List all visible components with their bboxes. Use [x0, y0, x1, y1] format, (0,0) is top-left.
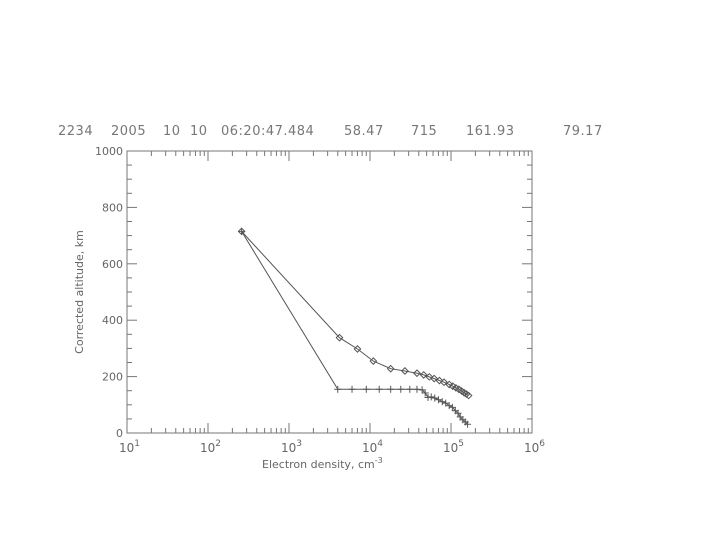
- series-2-point: [413, 385, 421, 393]
- y-axis-title: Corrected altitude, km: [73, 230, 86, 354]
- series-2-point: [421, 389, 429, 397]
- series-2-point: [438, 398, 446, 406]
- series-2-point: [442, 399, 450, 407]
- series-2-point: [362, 385, 370, 393]
- series-1-point: [386, 364, 395, 373]
- series-line-2: [241, 231, 468, 425]
- y-tick-label: 800: [102, 201, 123, 214]
- series-1-point: [464, 391, 473, 400]
- axis-ticks: [126, 150, 533, 434]
- series-2-point: [375, 385, 383, 393]
- plot-frame: [126, 150, 533, 434]
- series-2-point: [454, 409, 462, 417]
- series-1-point: [335, 333, 344, 342]
- series-1-point: [401, 367, 409, 375]
- x-tick-label: 102: [200, 439, 221, 455]
- series-1-point: [425, 372, 434, 381]
- series-2-point: [445, 402, 453, 410]
- y-tick-label: 600: [102, 258, 123, 271]
- series-2-point: [434, 396, 442, 404]
- series-1-point: [419, 371, 428, 379]
- x-tick-label: 103: [281, 439, 302, 455]
- series-group: [237, 227, 473, 428]
- x-tick-label: 105: [443, 439, 464, 455]
- series-2-point: [397, 385, 405, 393]
- series-2-point: [424, 393, 432, 401]
- x-axis-title-exponent: -3: [375, 456, 383, 465]
- y-tick-label: 0: [116, 427, 123, 440]
- x-tick-label: 106: [524, 439, 545, 455]
- x-axis-title: Electron density, cm-3: [262, 456, 383, 471]
- y-tick-label: 400: [102, 314, 123, 327]
- series-2-point: [431, 394, 439, 402]
- series-1-point: [435, 376, 444, 385]
- series-2-point: [448, 403, 456, 411]
- x-tick-label: 101: [119, 439, 140, 455]
- series-1-point: [430, 374, 439, 383]
- series-2-point: [348, 385, 356, 393]
- y-tick-label: 200: [102, 371, 123, 384]
- series-1-point: [440, 378, 448, 387]
- series-2-point: [464, 420, 472, 428]
- series-1-point: [353, 345, 362, 353]
- series-2-point: [427, 393, 435, 401]
- series-line-1: [241, 231, 469, 396]
- series-1-point: [445, 380, 454, 389]
- plot-frame-rect: [126, 150, 533, 434]
- series-2-point: [238, 227, 246, 235]
- series-2-point: [334, 385, 342, 393]
- series-2-point: [406, 385, 414, 393]
- series-2-point: [418, 386, 426, 394]
- x-axis-title-text: Electron density, cm: [262, 458, 375, 471]
- x-tick-label: 104: [362, 439, 383, 455]
- series-1-point: [369, 357, 378, 365]
- axis-tick-labels: 101 102 103 104 105 106 0 200 400 600 800 1000: [95, 145, 545, 455]
- series-1-point: [413, 369, 421, 378]
- series-2-point: [387, 385, 395, 393]
- y-tick-label: 1000: [95, 145, 123, 158]
